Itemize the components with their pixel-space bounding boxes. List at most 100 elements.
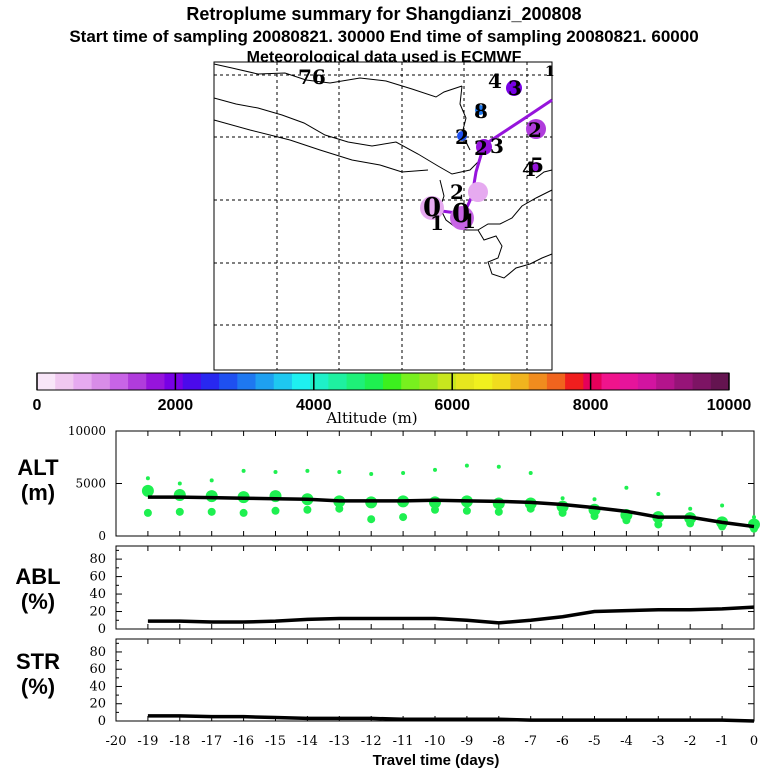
scatter-point-upper bbox=[688, 506, 693, 511]
scatter-point-lower bbox=[494, 507, 503, 516]
scatter-point-upper bbox=[433, 467, 437, 472]
x-tick-label: -5 bbox=[588, 734, 601, 749]
series-line bbox=[147, 495, 755, 529]
y-tick-label: 10000 bbox=[68, 424, 106, 438]
plume-circle bbox=[457, 131, 467, 141]
scatter-point-upper bbox=[177, 481, 182, 486]
colorbar-swatch bbox=[219, 373, 238, 390]
day-label: 2 bbox=[528, 118, 542, 142]
colorbar-swatch bbox=[710, 373, 730, 390]
y-tick-label: 0 bbox=[98, 529, 106, 543]
scatter-point-lower bbox=[303, 505, 312, 514]
x-axis-label: Travel time (days) bbox=[373, 752, 500, 768]
scatter-point-lower bbox=[175, 507, 184, 516]
x-tick-label: -15 bbox=[265, 734, 286, 749]
x-tick-label: -1 bbox=[716, 734, 729, 749]
colorbar-swatch bbox=[565, 373, 584, 390]
panel-frame bbox=[115, 638, 755, 722]
scatter-point-upper bbox=[560, 496, 565, 501]
x-tick-label: -4 bbox=[620, 734, 633, 749]
scatter-point-upper bbox=[401, 471, 406, 475]
plume-circle bbox=[476, 139, 492, 155]
colorbar-swatch bbox=[273, 373, 293, 390]
map-graticule bbox=[214, 62, 552, 370]
colorbar-tick-label: 10000 bbox=[707, 397, 752, 414]
alt-panel: 0 5000 10000 bbox=[68, 424, 760, 543]
scatter-point-lower bbox=[207, 507, 216, 516]
scatter-point-mid bbox=[141, 484, 154, 497]
scatter-point-lower bbox=[686, 519, 695, 528]
figure-title: Retroplume summary for Shangdianzi_20080… bbox=[186, 4, 581, 24]
colorbar-swatch bbox=[437, 373, 457, 390]
abl-panel: 0 20 40 60 80 bbox=[89, 545, 755, 637]
day-label: 0 bbox=[452, 199, 470, 229]
day-label: 4 bbox=[488, 69, 502, 93]
series-line bbox=[147, 714, 755, 723]
colorbar-swatch bbox=[474, 373, 493, 390]
scatter-point-upper bbox=[496, 464, 501, 469]
day-label: 76 bbox=[298, 65, 326, 89]
colorbar-tick-label: 0 bbox=[33, 397, 42, 414]
day-label: 1 bbox=[430, 211, 444, 235]
x-tick-label: -3 bbox=[652, 734, 665, 749]
day-label: 3 bbox=[490, 134, 504, 158]
scatter-point-upper bbox=[305, 468, 310, 473]
x-tick-label: -12 bbox=[361, 734, 382, 749]
alt-ylabel: ALT bbox=[17, 455, 59, 480]
colorbar-swatch bbox=[310, 373, 329, 390]
x-tick-label: -18 bbox=[169, 734, 190, 749]
day-label: 3 bbox=[508, 76, 522, 100]
scatter-point-mid bbox=[492, 497, 505, 510]
colorbar-swatch bbox=[73, 373, 93, 390]
scatter-point-mid bbox=[173, 489, 186, 502]
scatter-point-upper bbox=[464, 463, 469, 468]
y-tick-label: 0 bbox=[98, 714, 106, 729]
scatter-point-lower bbox=[590, 512, 599, 521]
panel-frame bbox=[115, 545, 755, 630]
day-label: 0 bbox=[423, 193, 441, 223]
plume-circle bbox=[531, 162, 541, 172]
scatter-point-upper bbox=[273, 469, 278, 474]
str-ylabel-unit: (%) bbox=[21, 674, 55, 699]
colorbar-swatch bbox=[674, 373, 694, 390]
colorbar-swatch bbox=[346, 373, 366, 390]
colorbar-swatch bbox=[455, 373, 475, 390]
day-label: 4 bbox=[522, 157, 536, 181]
y-tick-label: 60 bbox=[89, 570, 106, 585]
day-label: 8 bbox=[474, 99, 488, 123]
colorbar-swatch bbox=[601, 373, 621, 390]
colorbar-swatch bbox=[528, 373, 548, 390]
colorbar-swatch bbox=[128, 373, 147, 390]
x-tick-label: -11 bbox=[393, 734, 414, 749]
colorbar-swatch bbox=[200, 373, 220, 390]
day-label: 5 bbox=[530, 153, 544, 177]
scatter-point-upper bbox=[209, 478, 214, 483]
colorbar-swatch bbox=[510, 373, 530, 390]
colorbar-tick-label: 4000 bbox=[296, 397, 332, 414]
colorbar-swatch bbox=[291, 373, 311, 390]
colorbar-swatch bbox=[164, 373, 184, 390]
scatter-point-lower bbox=[431, 505, 439, 514]
scatter-point-upper bbox=[241, 468, 246, 473]
x-tick-labels: -20 -19 -18 -17 -16 -15 -14 -13 -12 -11 -10 -9 -8 -7-… bbox=[106, 734, 759, 749]
x-tick-label: -9 bbox=[461, 734, 474, 749]
plume-circle bbox=[420, 196, 444, 220]
scatter-point-lower bbox=[558, 508, 567, 517]
colorbar-swatch bbox=[237, 373, 257, 390]
colorbar-swatch bbox=[55, 373, 74, 390]
colorbar-swatch bbox=[37, 373, 56, 390]
y-tick-label: 0 bbox=[98, 622, 106, 637]
scatter-point-lower bbox=[654, 520, 663, 529]
colorbar-tick-label: 2000 bbox=[158, 397, 194, 414]
day-label: 1 bbox=[545, 64, 555, 80]
x-tick-label: 0 bbox=[750, 734, 758, 749]
y-tick-label: 80 bbox=[89, 645, 106, 660]
scatter-point-upper bbox=[592, 497, 597, 502]
x-tick-label: -8 bbox=[492, 734, 505, 749]
x-tick-label: -17 bbox=[201, 734, 222, 749]
x-tick-label: -13 bbox=[329, 734, 350, 749]
x-tick-label: -16 bbox=[233, 734, 254, 749]
x-tick-label: -10 bbox=[425, 734, 446, 749]
scatter-point-lower bbox=[526, 504, 535, 513]
